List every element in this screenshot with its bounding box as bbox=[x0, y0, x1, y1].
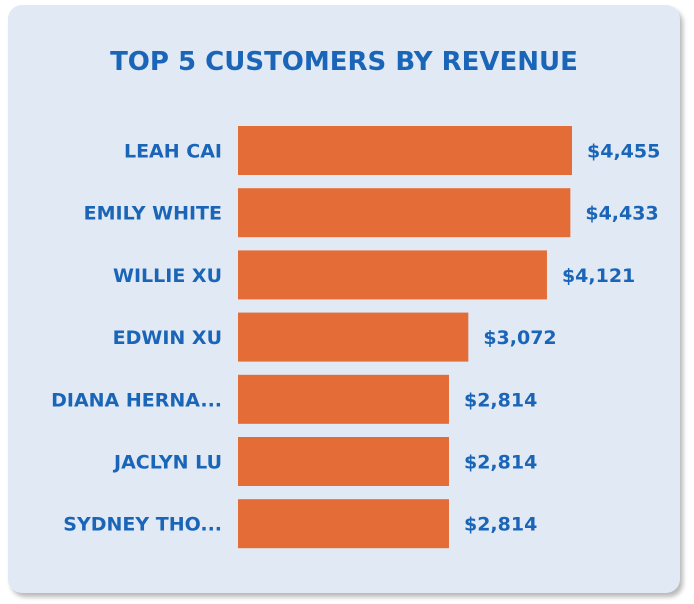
value-label: $4,433 bbox=[585, 203, 658, 225]
bar-2 bbox=[238, 250, 547, 300]
category-label: JACLYN LU bbox=[112, 452, 222, 474]
bar-4 bbox=[238, 374, 449, 424]
category-label: EDWIN XU bbox=[113, 327, 222, 349]
category-label: SYDNEY THO... bbox=[63, 514, 222, 536]
bar-5 bbox=[238, 437, 449, 486]
bar-0 bbox=[238, 126, 572, 175]
value-label: $2,814 bbox=[464, 514, 537, 536]
value-label: $2,814 bbox=[464, 452, 537, 474]
value-label: $3,072 bbox=[483, 327, 556, 349]
bar-6 bbox=[238, 499, 449, 549]
category-label: DIANA HERNA... bbox=[51, 389, 222, 411]
value-label: $4,121 bbox=[562, 265, 635, 287]
value-label: $2,814 bbox=[464, 389, 537, 411]
category-label: EMILY WHITE bbox=[84, 203, 222, 225]
category-label: WILLIE XU bbox=[113, 265, 222, 287]
category-label: LEAH CAI bbox=[124, 141, 222, 163]
bar-3 bbox=[238, 312, 469, 362]
chart-title: TOP 5 CUSTOMERS BY REVENUE bbox=[110, 47, 578, 77]
bar-1 bbox=[238, 188, 571, 238]
value-label: $4,455 bbox=[587, 141, 660, 163]
